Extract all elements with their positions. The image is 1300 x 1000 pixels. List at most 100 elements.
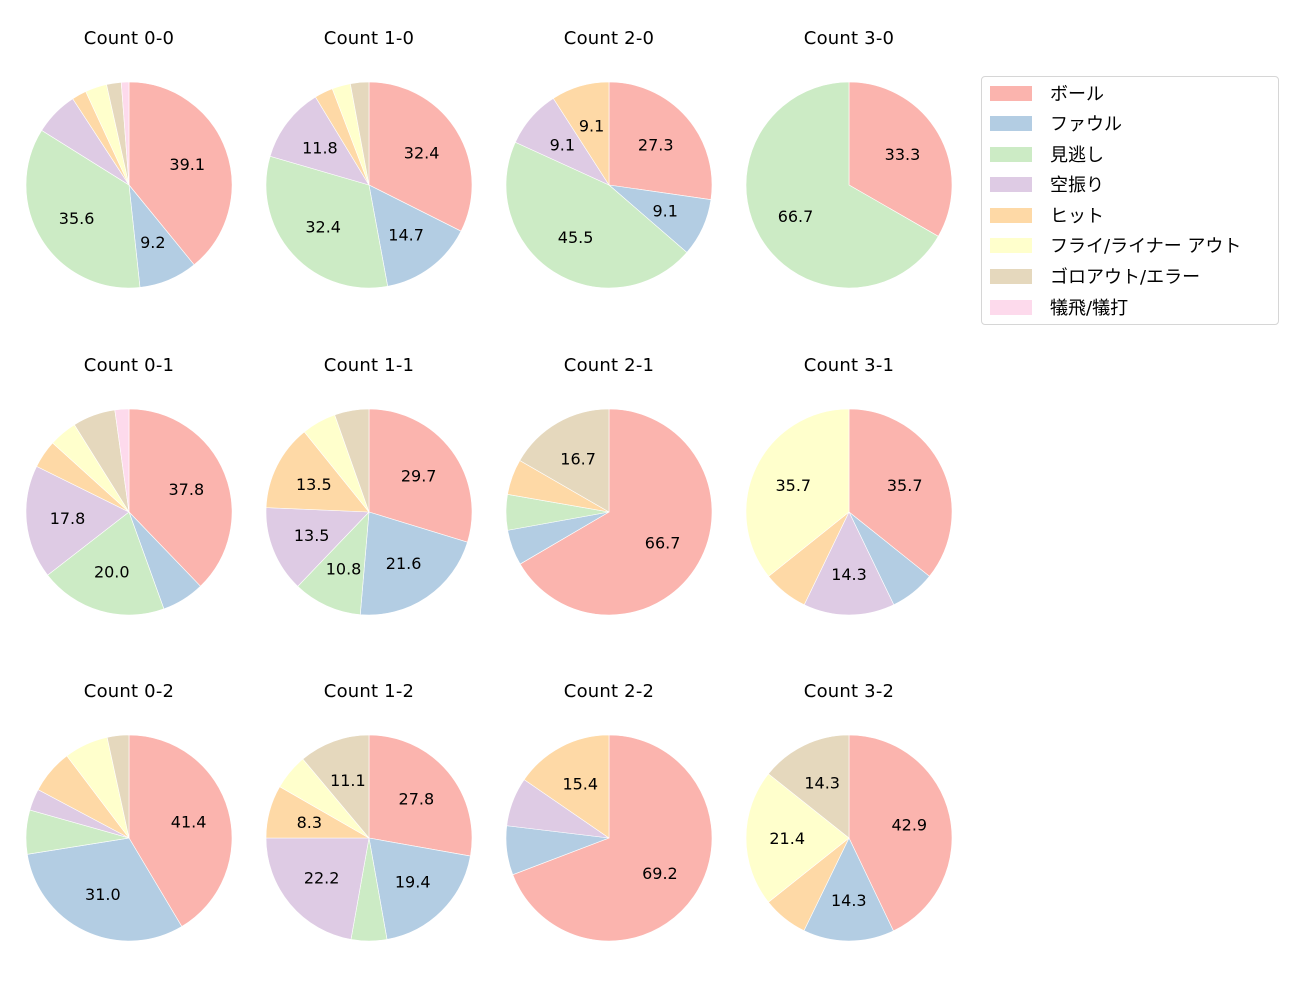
pie-slice xyxy=(803,837,894,942)
slice-value-label: 14.3 xyxy=(831,565,867,584)
legend-label: ゴロアウト/エラー xyxy=(1050,267,1201,288)
legend-item-called-strike: 見逃し xyxy=(990,144,1104,166)
slice-value-label: 17.8 xyxy=(50,509,86,528)
slice-value-label: 33.3 xyxy=(885,145,921,164)
slice-value-label: 8.3 xyxy=(297,813,322,832)
pie-slice xyxy=(114,408,130,513)
pie-graphic: 37.8 20.0 17.8 xyxy=(25,408,233,616)
pie-graphic: 33.3 66.7 xyxy=(745,81,953,289)
pie-title: Count 1-0 xyxy=(323,28,415,49)
slice-value-label: 13.5 xyxy=(296,475,332,494)
pie-slice xyxy=(334,408,370,513)
slice-value-label: 16.7 xyxy=(560,449,596,468)
pie-chart-count-1-1: Count 1-1 29.7 21.6 10.8 13.5 13.5 xyxy=(249,339,489,639)
pie-slice xyxy=(608,81,713,200)
legend: ボール ファウル 見逃し 空振り ヒット フライ/ライナー アウト ゴロアウト/… xyxy=(981,76,1279,325)
slice-value-label: 14.7 xyxy=(388,225,424,244)
slice-value-label: 31.0 xyxy=(85,885,121,904)
pie-slice xyxy=(47,511,165,616)
pie-slice xyxy=(745,408,850,577)
pie-slice xyxy=(106,734,130,839)
pie-slice xyxy=(26,837,183,942)
pie-slice xyxy=(745,773,850,903)
slice-value-label: 9.1 xyxy=(550,136,575,155)
slice-value-label: 14.3 xyxy=(804,773,840,792)
pie-chart-count-0-0: Count 0-0 39.1 9.2 35.6 xyxy=(9,12,249,312)
pie-slice xyxy=(767,734,850,839)
pie-chart-count-3-1: Count 3-1 35.7 14.3 35.7 xyxy=(729,339,969,639)
legend-item-fly-liner-out: フライ/ライナー アウト xyxy=(990,235,1241,257)
slice-value-label: 19.4 xyxy=(395,873,431,892)
pie-slice xyxy=(368,81,473,232)
pie-slice xyxy=(745,81,939,289)
slice-value-label: 21.4 xyxy=(769,829,805,848)
pie-slice xyxy=(297,511,370,615)
legend-item-sacrifice: 犠飛/犠打 xyxy=(990,297,1129,319)
pie-slice xyxy=(265,431,370,513)
slice-value-label: 35.7 xyxy=(887,476,923,495)
slice-value-label: 39.1 xyxy=(169,155,205,174)
pie-title: Count 3-2 xyxy=(803,681,895,702)
pie-chart-count-0-1: Count 0-1 37.8 20.0 17.8 xyxy=(9,339,249,639)
pie-chart-count-2-1: Count 2-1 66.7 16.7 xyxy=(489,339,729,639)
pie-chart-count-2-0: Count 2-0 27.3 9.1 45.5 9.1 9.1 xyxy=(489,12,729,312)
slice-value-label: 9.1 xyxy=(579,117,604,136)
pie-title: Count 2-2 xyxy=(563,681,655,702)
pie-slice xyxy=(519,408,610,513)
pie-slice xyxy=(519,408,713,616)
pie-title: Count 3-1 xyxy=(803,355,895,376)
pie-slice xyxy=(848,734,953,932)
pie-title: Count 0-1 xyxy=(83,355,175,376)
slice-value-label: 35.7 xyxy=(775,476,811,495)
legend-swatch-ball xyxy=(990,85,1032,101)
pie-slice xyxy=(505,141,688,289)
legend-swatch-ground-out-error xyxy=(990,268,1032,284)
pie-slice xyxy=(25,129,141,289)
pie-slice xyxy=(265,507,370,587)
slice-value-label: 21.6 xyxy=(386,554,422,573)
pie-title: Count 2-0 xyxy=(563,28,655,49)
legend-swatch-called-strike xyxy=(990,146,1032,162)
pie-graphic: 27.8 19.4 22.2 8.3 11.1 xyxy=(265,734,473,942)
pie-slice xyxy=(368,408,473,543)
pie-slice xyxy=(368,734,473,857)
pie-title: Count 1-1 xyxy=(323,355,415,376)
pie-graphic: 35.7 14.3 35.7 xyxy=(745,408,953,616)
slice-value-label: 27.8 xyxy=(399,789,435,808)
slice-value-label: 69.2 xyxy=(642,864,678,883)
pie-graphic: 39.1 9.2 35.6 xyxy=(25,81,233,289)
pie-slice xyxy=(128,734,233,927)
slice-value-label: 32.4 xyxy=(305,217,341,236)
pie-slice xyxy=(128,81,233,266)
legend-label: 空振り xyxy=(1050,175,1104,196)
legend-label: 犠飛/犠打 xyxy=(1050,298,1129,319)
pie-slice xyxy=(368,837,471,940)
pie-slice xyxy=(552,81,610,187)
pie-slice xyxy=(368,184,462,287)
pie-title: Count 1-2 xyxy=(323,681,415,702)
legend-item-ground-out-error: ゴロアウト/エラー xyxy=(990,266,1201,288)
pie-graphic: 69.2 15.4 xyxy=(505,734,713,942)
legend-label: ヒット xyxy=(1050,206,1104,227)
pie-slice xyxy=(803,511,895,616)
slice-value-label: 32.4 xyxy=(404,144,440,163)
slice-value-label: 11.8 xyxy=(302,138,338,157)
legend-item-hit: ヒット xyxy=(990,205,1104,227)
legend-label: ファウル xyxy=(1050,114,1122,135)
slice-value-label: 20.0 xyxy=(94,562,130,581)
legend-item-swinging-strike: 空振り xyxy=(990,174,1104,196)
pie-title: Count 0-2 xyxy=(83,681,175,702)
pie-graphic: 42.9 14.3 21.4 14.3 xyxy=(745,734,953,942)
slice-value-label: 37.8 xyxy=(169,480,205,499)
slice-value-label: 41.4 xyxy=(171,813,207,832)
pie-chart-count-3-0: Count 3-0 33.3 66.7 xyxy=(729,12,969,312)
pie-chart-count-1-2: Count 1-2 27.8 19.4 22.2 8.3 11.1 xyxy=(249,665,489,965)
slice-value-label: 42.9 xyxy=(891,815,927,834)
slice-value-label: 66.7 xyxy=(778,207,814,226)
slice-value-label: 10.8 xyxy=(326,559,362,578)
slice-value-label: 35.6 xyxy=(59,209,95,228)
legend-item-ball: ボール xyxy=(990,83,1104,105)
pie-slice xyxy=(523,734,610,839)
slice-value-label: 66.7 xyxy=(645,534,681,553)
pie-slice xyxy=(359,511,468,616)
